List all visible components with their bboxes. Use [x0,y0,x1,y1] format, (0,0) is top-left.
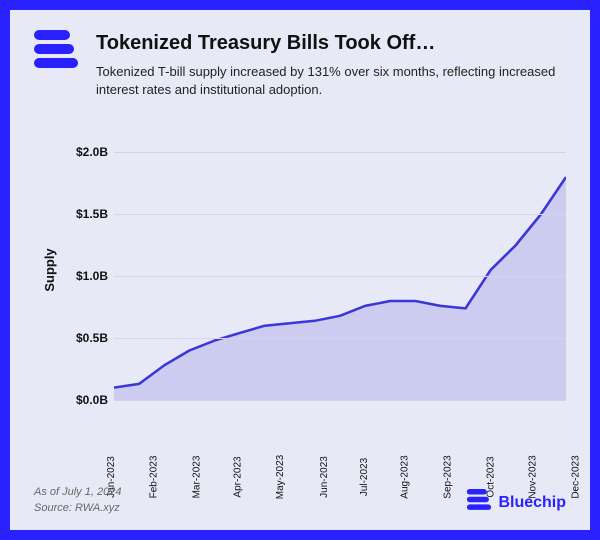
plot-region [114,120,566,420]
y-tick-label: $1.0B [76,269,108,283]
brand-name: Bluechip [498,494,566,512]
footer: As of July 1, 2024 Source: RWA.xyz Bluec… [34,485,566,516]
y-tick-label: $1.5B [76,207,108,221]
y-axis: $0.0B $0.5B $1.0B $1.5B $2.0B [52,120,114,420]
area-chart-svg [114,120,566,420]
area-fill [114,177,566,400]
bluechip-mark-icon [466,489,492,516]
gridline [114,152,566,153]
chart-area: Supply $0.0B$0.5B$1.0B$1.5B$2.0B [34,120,566,420]
x-tick-label: Dec-2023 [571,455,600,498]
chart-card: Tokenized Treasury Bills Took Off… Token… [0,0,600,540]
gridline [114,214,566,215]
brand: Bluechip [466,489,566,516]
y-tick-label: $2.0B [76,145,108,159]
y-tick-label: $0.0B [76,393,108,407]
gridline [114,276,566,277]
chart-subtitle: Tokenized T-bill supply increased by 131… [96,63,566,98]
asof-text: As of July 1, 2024 [34,485,121,500]
gridline [114,400,566,401]
bluechip-logo-icon [34,30,78,70]
header: Tokenized Treasury Bills Took Off… Token… [34,30,566,98]
y-tick-label: $0.5B [76,331,108,345]
x-axis: Jan-2023Feb-2023Mar-2023Apr-2023May-2023… [114,424,566,482]
footer-meta: As of July 1, 2024 Source: RWA.xyz [34,485,121,516]
gridline [114,338,566,339]
chart-title: Tokenized Treasury Bills Took Off… [96,32,566,55]
source-text: Source: RWA.xyz [34,501,121,516]
header-text: Tokenized Treasury Bills Took Off… Token… [96,30,566,98]
